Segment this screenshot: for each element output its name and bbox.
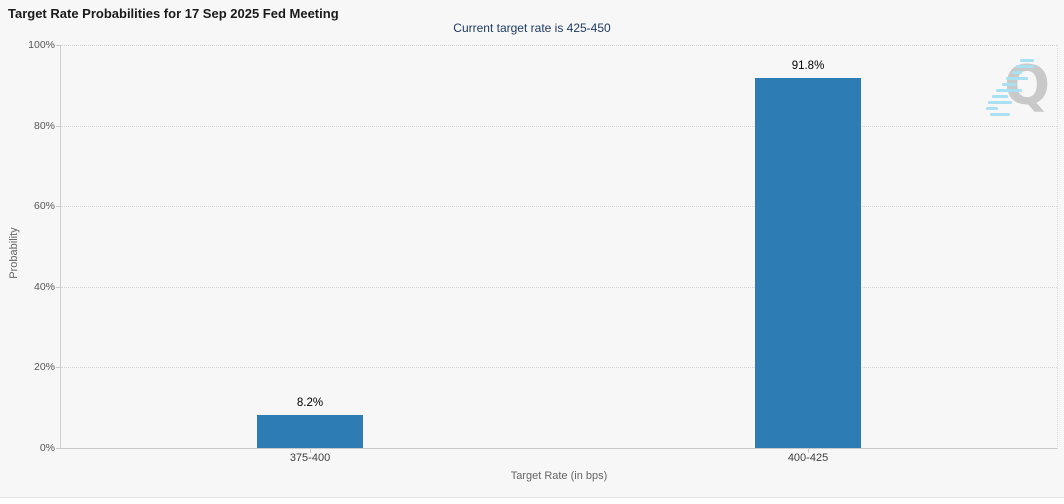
x-axis-title: Target Rate (in bps) — [510, 470, 608, 482]
y-axis-tick-label: 100% — [28, 39, 55, 51]
x-axis-category-label: 375-400 — [289, 452, 331, 464]
probability-bar[interactable] — [257, 414, 363, 448]
gridline — [61, 286, 1057, 288]
y-axis-tick-label: 40% — [33, 280, 55, 293]
current-target-rate-label: Current target rate is 425-450 — [453, 21, 611, 35]
bar-value-label: 8.2% — [296, 396, 324, 409]
y-axis-tick-label: 60% — [33, 200, 55, 213]
bar-value-label: 91.8% — [791, 60, 825, 73]
x-axis-category-label: 400-425 — [787, 452, 829, 464]
y-axis-tick-label: 0% — [39, 442, 55, 454]
gridline — [61, 206, 1057, 208]
y-axis-tick — [56, 45, 61, 46]
y-axis-tick — [56, 367, 61, 369]
x-axis-tick — [310, 448, 311, 453]
y-axis-tick-label: 80% — [33, 119, 55, 132]
y-axis-tick — [56, 125, 61, 127]
y-axis-tick-label: 20% — [33, 361, 55, 374]
hamburger-menu-icon[interactable] — [1031, 8, 1048, 21]
y-axis-tick — [56, 286, 61, 288]
gridline — [61, 125, 1057, 127]
x-axis-tick — [808, 448, 809, 453]
chart-title: Target Rate Probabilities for 17 Sep 202… — [8, 6, 339, 21]
probability-bar[interactable] — [755, 78, 861, 448]
plot-area: Probability Target Rate (in bps) 0% 20% 40… — [8, 39, 1058, 482]
y-axis-tick — [56, 448, 61, 449]
y-axis-tick — [56, 206, 61, 208]
gridline — [61, 367, 1057, 369]
gridline — [61, 45, 1057, 46]
